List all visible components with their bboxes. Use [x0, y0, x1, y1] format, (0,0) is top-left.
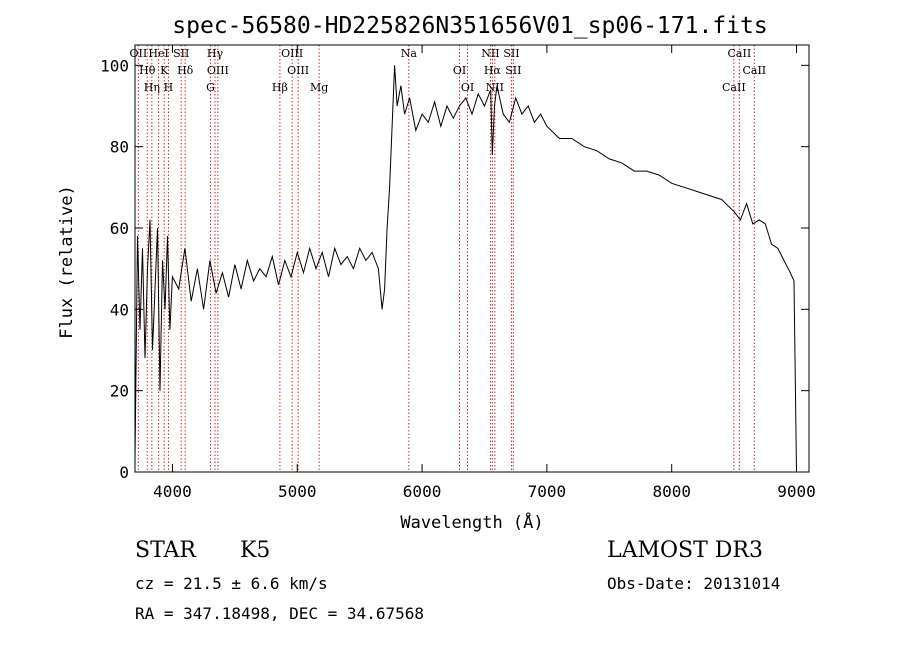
x-axis-label: Wavelength (Å): [400, 511, 543, 533]
axes: 4000 5000 6000 7000 8000 9000 0 20 40 60 80 100: [100, 45, 816, 501]
spectral-line-label: HeI: [148, 47, 168, 60]
object-subclass: K5: [240, 538, 271, 563]
spectral-line-label: NII: [486, 81, 504, 94]
spectral-line-label: OIII: [207, 64, 229, 77]
redshift-velocity: cz = 21.5 ± 6.6 km/s: [135, 574, 328, 593]
object-class: STAR: [135, 538, 196, 563]
coordinates: RA = 347.18498, DEC = 34.67568: [135, 604, 424, 623]
y-tick-label: 80: [110, 138, 129, 157]
y-tick-label: 20: [110, 382, 129, 401]
y-tick-label: 100: [100, 56, 129, 75]
spectral-line-label: Hβ: [272, 81, 288, 94]
spectral-line-label: CaII: [722, 81, 746, 94]
x-tick-label: 5000: [278, 482, 317, 501]
spectral-line-label: OI: [453, 64, 466, 77]
survey-name: LAMOST DR3: [607, 538, 763, 563]
spectral-line-label: SII: [503, 47, 519, 60]
y-tick-label: 0: [119, 463, 129, 482]
x-tick-label: 6000: [403, 482, 442, 501]
spectral-line-label: Hγ: [207, 47, 224, 60]
spectral-line-label: H: [164, 81, 174, 94]
plot-frame: [134, 44, 810, 473]
spectral-line-label: G: [206, 81, 215, 94]
spectral-line-label: OI: [461, 81, 474, 94]
spectrum-series: [134, 65, 797, 473]
spectral-line-label: CaII: [728, 47, 752, 60]
x-tick-label: 8000: [652, 482, 691, 501]
spectral-line-label: OIII: [281, 47, 303, 60]
spectral-line-label: Mg: [310, 81, 328, 94]
spectral-line-label: OIII: [287, 64, 309, 77]
spectral-line-label: SII: [505, 64, 521, 77]
x-tick-label: 9000: [777, 482, 816, 501]
y-tick-label: 40: [110, 300, 129, 319]
observation-date: Obs-Date: 20131014: [607, 574, 781, 593]
spectrum-line: [134, 65, 797, 473]
spectral-line-label: Hη: [144, 81, 160, 94]
spectral-line-label: Na: [401, 47, 418, 60]
y-tick-label: 60: [110, 219, 129, 238]
spectral-line-labels: OIIHθHηHeIKHSIIHδGHγOIIIHβOIIIOIIIMgNaOI…: [130, 47, 767, 94]
y-axis-label: Flux (relative): [57, 185, 77, 339]
spectral-line-label: SII: [173, 47, 189, 60]
spectral-line-label: NII: [481, 47, 499, 60]
spectral-line-label: CaII: [742, 64, 766, 77]
spectral-line-label: OII: [130, 47, 148, 60]
spectral-line-label: Hα: [484, 64, 502, 77]
spectral-line-markers: [137, 45, 755, 472]
spectral-line-label: Hθ: [139, 64, 156, 77]
chart-title: spec-56580-HD225826N351656V01_sp06-171.f…: [172, 13, 767, 39]
spectral-line-label: K: [160, 64, 169, 77]
x-tick-label: 4000: [153, 482, 192, 501]
x-tick-label: 7000: [528, 482, 567, 501]
spectral-line-label: Hδ: [177, 64, 194, 77]
